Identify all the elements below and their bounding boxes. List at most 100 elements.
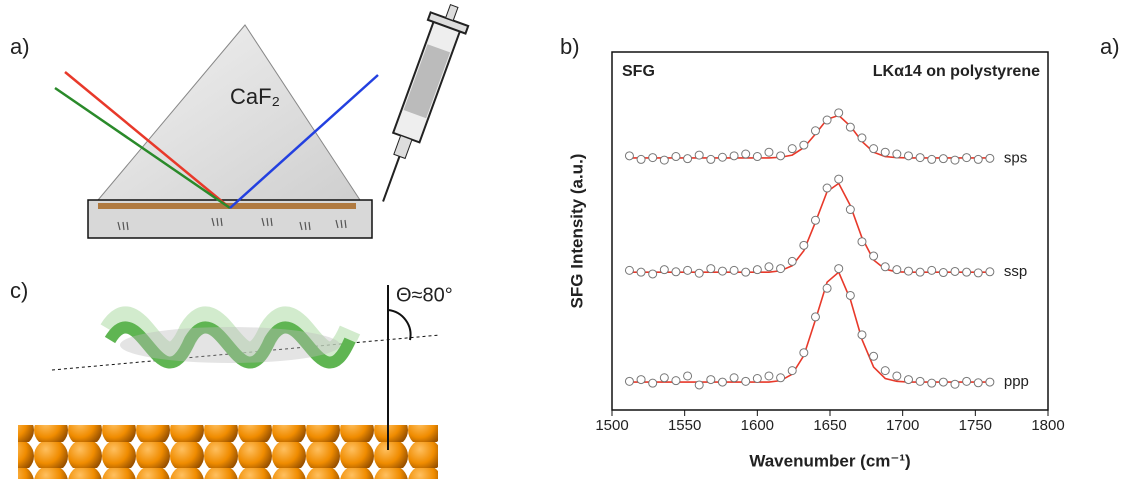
data-point [963, 154, 971, 162]
panel-label: b) [560, 34, 580, 59]
helix [110, 317, 350, 363]
data-point [800, 349, 808, 357]
x-tick-label: 1600 [741, 417, 774, 434]
data-point [730, 152, 738, 160]
data-point [904, 376, 912, 384]
data-point [765, 148, 773, 156]
data-point [695, 269, 703, 277]
data-point [904, 152, 912, 160]
data-point [684, 266, 692, 274]
angle-label: Θ≈80° [396, 284, 453, 306]
data-point [788, 367, 796, 375]
data-point [637, 155, 645, 163]
data-point [974, 155, 982, 163]
data-point [928, 155, 936, 163]
data-point [660, 266, 668, 274]
fit-line [629, 183, 989, 272]
data-point [742, 377, 750, 385]
data-point [718, 267, 726, 275]
surface [18, 425, 438, 479]
data-point [835, 175, 843, 183]
data-point [939, 378, 947, 386]
data-point [718, 378, 726, 386]
panel-a: a) CaF₂ [10, 0, 473, 238]
data-point [672, 153, 680, 161]
data-point [963, 377, 971, 385]
page: a) CaF₂ c) Θ≈80° [0, 0, 1131, 479]
data-point [881, 148, 889, 156]
data-point [893, 266, 901, 274]
data-point [986, 378, 994, 386]
data-point [637, 376, 645, 384]
data-point [823, 184, 831, 192]
data-point [893, 372, 901, 380]
figure: a) CaF₂ c) Θ≈80° [0, 0, 1131, 479]
data-point [963, 268, 971, 276]
prism-label: CaF₂ [230, 84, 280, 109]
fit-line [629, 115, 989, 158]
panel-c: c) Θ≈80° [10, 278, 453, 479]
data-point [637, 268, 645, 276]
chart-subtitle: LKα14 on polystyrene [873, 63, 1040, 80]
angle-arc [388, 310, 411, 340]
data-point [881, 263, 889, 271]
data-point [823, 116, 831, 124]
data-point [649, 379, 657, 387]
data-point [928, 266, 936, 274]
data-point [777, 152, 785, 160]
data-point [730, 374, 738, 382]
data-point [870, 352, 878, 360]
data-point [951, 156, 959, 164]
data-point [777, 265, 785, 273]
data-point [835, 265, 843, 273]
fit-line [629, 272, 989, 382]
data-point [672, 268, 680, 276]
data-point [986, 154, 994, 162]
data-point [765, 263, 773, 271]
data-point [916, 268, 924, 276]
data-point [974, 269, 982, 277]
data-point [870, 252, 878, 260]
data-point [625, 266, 633, 274]
prism [98, 25, 360, 200]
data-point [846, 123, 854, 131]
data-point [951, 380, 959, 388]
x-tick-label: 1500 [595, 417, 628, 434]
data-point [858, 331, 866, 339]
series-label: ppp [1004, 373, 1029, 390]
data-point [858, 134, 866, 142]
data-point [707, 155, 715, 163]
data-point [858, 238, 866, 246]
x-tick-label: 1550 [668, 417, 701, 434]
syringe [364, 0, 473, 208]
data-point [986, 268, 994, 276]
data-point [800, 241, 808, 249]
data-point [893, 150, 901, 158]
data-point [951, 267, 959, 275]
data-point [846, 291, 854, 299]
data-point [904, 267, 912, 275]
data-point [660, 156, 668, 164]
chart-title: SFG [622, 63, 655, 80]
data-point [846, 206, 854, 214]
panel-label: c) [10, 278, 28, 303]
data-point [811, 313, 819, 321]
series-label: ssp [1004, 263, 1027, 280]
data-point [672, 377, 680, 385]
series-label: sps [1004, 149, 1027, 166]
data-point [649, 270, 657, 278]
panel-label: a) [10, 34, 30, 59]
data-point [718, 153, 726, 161]
data-point [625, 377, 633, 385]
data-point [939, 155, 947, 163]
data-point [939, 269, 947, 277]
data-point [625, 152, 633, 160]
data-point [870, 145, 878, 153]
data-point [916, 154, 924, 162]
x-tick-label: 1700 [886, 417, 919, 434]
data-point [695, 151, 703, 159]
data-point [788, 145, 796, 153]
data-point [811, 216, 819, 224]
data-point [753, 153, 761, 161]
plot-frame [612, 52, 1048, 410]
